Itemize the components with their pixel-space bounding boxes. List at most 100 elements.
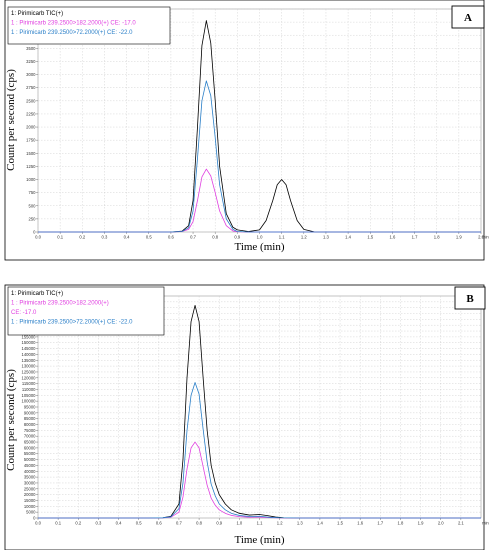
x-tick-label: 0.6 xyxy=(156,521,162,526)
y-tick-label: 20000 xyxy=(24,492,36,497)
x-tick-label: 0.2 xyxy=(75,521,81,526)
series-line-1 xyxy=(38,304,481,519)
series-line-3 xyxy=(38,382,481,519)
x-unit-label: min xyxy=(482,521,489,526)
y-tick-label: 40000 xyxy=(24,469,36,474)
y-tick-label: 2750 xyxy=(26,85,36,90)
y-tick-label: 1250 xyxy=(26,164,36,169)
y-tick-label: 155000 xyxy=(22,334,37,339)
x-tick-label: 1.3 xyxy=(297,521,303,526)
x-tick-label: 0.0 xyxy=(35,521,41,526)
x-tick-label: 0.8 xyxy=(212,235,218,240)
y-tick-label: 145000 xyxy=(22,346,37,351)
legend-entry-3: 1 : Pirimicarb 239.2500>72.2000(+) CE: -… xyxy=(11,30,133,36)
x-tick-label: 0.4 xyxy=(124,235,130,240)
x-tick-label: 0.0 xyxy=(35,235,41,240)
y-tick-label: 5000 xyxy=(26,510,36,515)
y-tick-label: 2500 xyxy=(26,98,36,103)
y-tick-label: 110000 xyxy=(22,387,36,392)
y-tick-label: 85000 xyxy=(24,416,36,421)
x-tick-label: 1.9 xyxy=(418,521,424,526)
x-tick-label: 1.2 xyxy=(301,235,307,240)
x-tick-label: 0.7 xyxy=(190,235,196,240)
y-tick-label: 1000 xyxy=(26,177,36,182)
x-tick-label: 1.4 xyxy=(317,521,323,526)
y-tick-label: 1750 xyxy=(26,138,36,143)
x-tick-label: 0.3 xyxy=(95,521,101,526)
x-tick-label: 0.1 xyxy=(55,521,61,526)
y-tick-label: 105000 xyxy=(22,393,37,398)
y-tick-label: 120000 xyxy=(22,375,37,380)
x-tick-label: 0.7 xyxy=(176,521,182,526)
x-tick-label: 0.6 xyxy=(168,235,174,240)
x-tick-label: 1.6 xyxy=(389,235,395,240)
x-tick-label: 0.4 xyxy=(116,521,122,526)
x-tick-label: 1.1 xyxy=(279,235,285,240)
y-tick-label: 750 xyxy=(29,190,37,195)
y-tick-label: 30000 xyxy=(24,480,36,485)
x-tick-label: 1.2 xyxy=(277,521,283,526)
legend-entry-1: 1: Pirimicarb TIC(+) xyxy=(11,11,63,17)
y-tick-label: 75000 xyxy=(24,428,36,433)
y-tick-label: 150000 xyxy=(22,340,37,345)
x-unit-label: min xyxy=(482,235,489,240)
y-tick-label: 15000 xyxy=(24,498,36,503)
legend-box xyxy=(7,6,171,45)
x-tick-label: 1.0 xyxy=(257,235,263,240)
x-tick-label: 1.8 xyxy=(398,521,404,526)
y-tick-label: 3000 xyxy=(26,72,36,77)
x-tick-label: 1.5 xyxy=(367,235,373,240)
y-axis-title: Count per second (cps) xyxy=(5,69,17,171)
y-tick-label: 25000 xyxy=(24,486,36,491)
legend-entry-1: 1: Pirimicarb TIC(+) xyxy=(11,291,63,297)
x-tick-label: 1.3 xyxy=(323,235,329,240)
y-tick-label: 2000 xyxy=(26,125,36,130)
x-tick-label: 0.1 xyxy=(57,235,63,240)
y-tick-label: 130000 xyxy=(22,364,37,369)
y-tick-label: 55000 xyxy=(24,451,36,456)
panel-label: A xyxy=(464,12,472,24)
legend: 1: Pirimicarb TIC(+) 1 : Pirimicarb 239.2… xyxy=(7,6,171,45)
panel-label-box xyxy=(451,5,485,29)
series-line-1 xyxy=(38,20,481,233)
x-tick-label: 1.8 xyxy=(434,235,440,240)
x-tick-label: 1.7 xyxy=(377,521,383,526)
x-axis-title: Time (min) xyxy=(234,534,284,546)
y-tick-label: 3250 xyxy=(26,59,36,64)
x-tick-label: 0.9 xyxy=(216,521,222,526)
x-tick-label: 0.5 xyxy=(146,235,152,240)
panel-frame xyxy=(4,0,485,261)
x-tick-label: 2.0 xyxy=(438,521,444,526)
y-tick-label: 95000 xyxy=(24,405,36,410)
y-tick-label: 140000 xyxy=(22,352,37,357)
x-tick-label: 1.6 xyxy=(357,521,363,526)
y-tick-label: 1500 xyxy=(26,151,36,156)
y-tick-label: 250 xyxy=(29,216,37,221)
y-tick-label: 65000 xyxy=(24,440,36,445)
legend-box xyxy=(7,286,165,336)
legend-entry-3: 1 : Pirimicarb 239.2500>72.2000(+) CE: -… xyxy=(11,320,133,326)
y-tick-label: 500 xyxy=(29,203,37,208)
series-line-2 xyxy=(38,441,481,519)
x-tick-label: 1.5 xyxy=(337,521,343,526)
y-tick-label: 50000 xyxy=(24,457,36,462)
chart-panel-A: 0.0 0.1 0.2 0.3 0.4 0.5 0.6 0.7 0.8 0.9 1.0 1.1 1.2 1… xyxy=(4,0,489,261)
y-tick-label: 115000 xyxy=(22,381,36,386)
x-tick-label: 1.9 xyxy=(456,235,462,240)
x-tick-label: 1.0 xyxy=(236,521,242,526)
legend: 1: Pirimicarb TIC(+) 1 : Pirimicarb 239.2… xyxy=(7,286,165,336)
y-tick-label: 2250 xyxy=(26,111,36,116)
y-tick-label: 35000 xyxy=(24,475,36,480)
y-tick-label: 3500 xyxy=(26,46,36,51)
x-axis-title: Time (min) xyxy=(234,241,284,253)
y-tick-label: 0 xyxy=(33,230,36,235)
y-tick-label: 10000 xyxy=(24,504,36,509)
x-tick-label: 2.1 xyxy=(458,521,464,526)
chart-panel-B: 0.0 0.1 0.2 0.3 0.4 0.5 0.6 0.7 0.8 0.9 1.0 1.1 1.2 1… xyxy=(4,284,489,550)
x-tick-label: 1.1 xyxy=(257,521,263,526)
panel-label: B xyxy=(466,293,474,305)
x-tick-label: 1.7 xyxy=(412,235,418,240)
x-tick-label: 1.4 xyxy=(345,235,351,240)
y-tick-label: 90000 xyxy=(24,410,36,415)
